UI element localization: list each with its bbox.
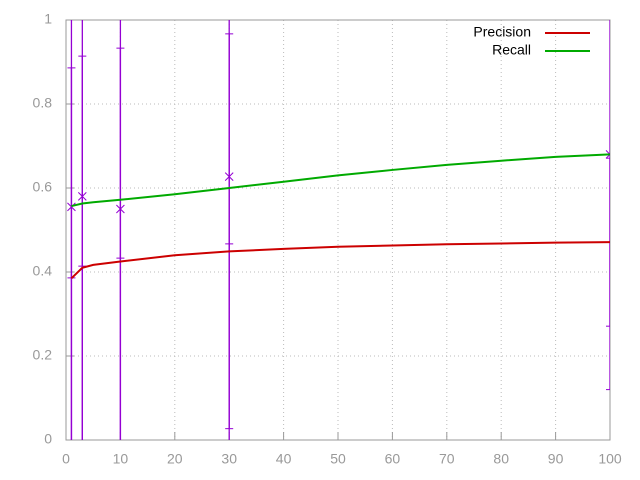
x-tick-label: 0 <box>62 451 70 467</box>
y-tick-label: 0 <box>44 431 52 447</box>
x-tick-label: 50 <box>330 451 346 467</box>
legend-label: Precision <box>473 24 531 40</box>
x-tick-label: 80 <box>493 451 509 467</box>
y-tick-label: 0.4 <box>33 263 53 279</box>
x-tick-label: 70 <box>439 451 455 467</box>
x-tick-label: 100 <box>598 451 622 467</box>
y-tick-label: 0.8 <box>33 95 53 111</box>
point-marker <box>77 192 87 201</box>
x-tick-label: 20 <box>167 451 183 467</box>
x-tick-label: 30 <box>221 451 237 467</box>
legend-label: Recall <box>492 42 531 58</box>
series-line <box>71 153 610 208</box>
y-tick-label: 0.2 <box>33 347 53 363</box>
series-line <box>70 241 610 280</box>
x-tick-label: 90 <box>548 451 564 467</box>
x-tick-label: 10 <box>113 451 129 467</box>
x-tick-label: 40 <box>276 451 292 467</box>
point-marker <box>116 204 125 214</box>
y-tick-label: 0.6 <box>33 179 53 195</box>
point-marker <box>605 150 610 159</box>
y-tick-label: 1 <box>44 11 52 27</box>
point-marker <box>67 202 76 212</box>
point-marker <box>224 172 234 182</box>
x-tick-label: 60 <box>385 451 401 467</box>
plot-area <box>67 20 610 440</box>
